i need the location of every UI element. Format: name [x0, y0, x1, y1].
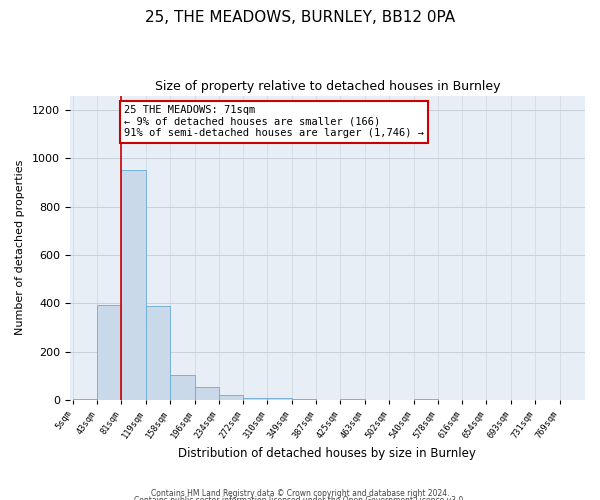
Title: Size of property relative to detached houses in Burnley: Size of property relative to detached ho…: [155, 80, 500, 93]
Text: 25 THE MEADOWS: 71sqm
← 9% of detached houses are smaller (166)
91% of semi-deta: 25 THE MEADOWS: 71sqm ← 9% of detached h…: [124, 105, 424, 138]
Bar: [73, 399, 97, 400]
Text: Contains public sector information licensed under the Open Government Licence v3: Contains public sector information licen…: [134, 496, 466, 500]
Bar: [292, 399, 316, 400]
Bar: [219, 394, 243, 400]
Y-axis label: Number of detached properties: Number of detached properties: [15, 160, 25, 336]
Bar: [267, 398, 292, 400]
Bar: [121, 170, 146, 400]
Bar: [243, 398, 267, 400]
Bar: [170, 374, 194, 400]
Bar: [194, 388, 219, 400]
Bar: [97, 304, 121, 400]
Text: 25, THE MEADOWS, BURNLEY, BB12 0PA: 25, THE MEADOWS, BURNLEY, BB12 0PA: [145, 10, 455, 25]
Bar: [413, 399, 438, 400]
Text: Contains HM Land Registry data © Crown copyright and database right 2024.: Contains HM Land Registry data © Crown c…: [151, 488, 449, 498]
Bar: [340, 399, 365, 400]
X-axis label: Distribution of detached houses by size in Burnley: Distribution of detached houses by size …: [178, 447, 476, 460]
Bar: [146, 306, 170, 400]
